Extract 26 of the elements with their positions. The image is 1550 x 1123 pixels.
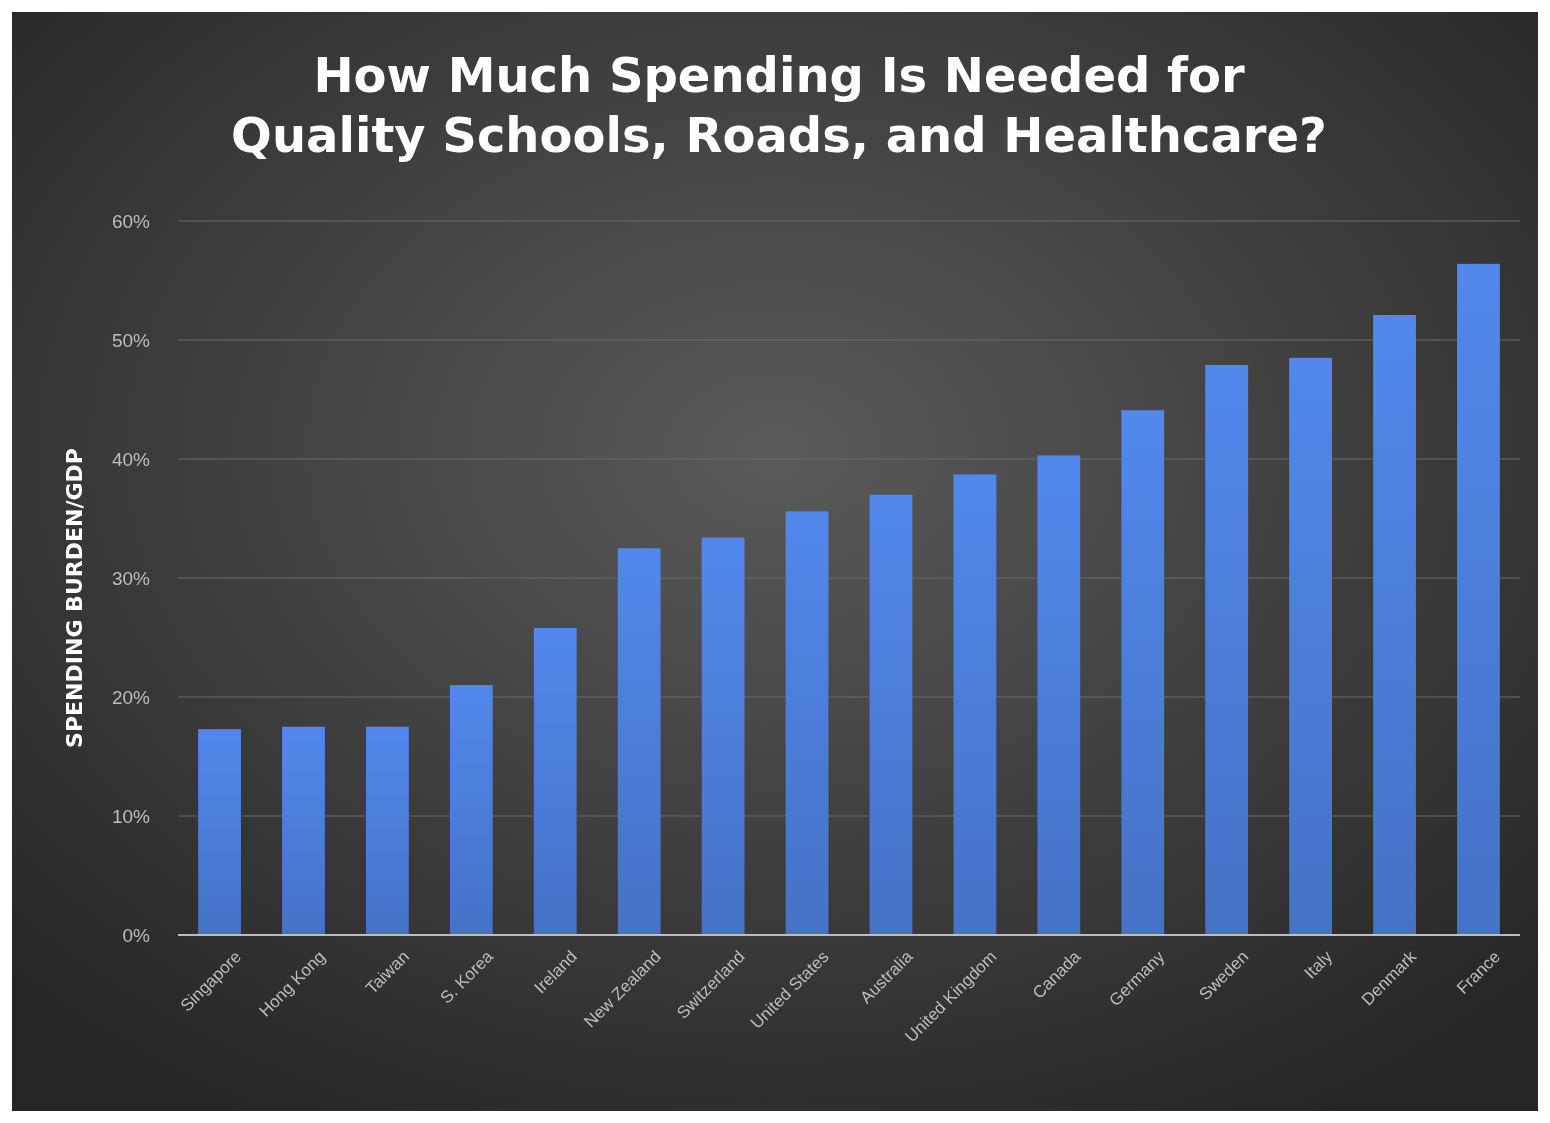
bar (1205, 364, 1249, 935)
bar (533, 627, 577, 935)
bar (1289, 357, 1332, 935)
bar (617, 548, 661, 935)
x-tick-label: Italy (1300, 946, 1337, 983)
y-tick-label: 30% (111, 567, 151, 589)
y-tick-label: 60% (111, 210, 151, 232)
chart-title: How Much Spending Is Needed for Quality Schools, Roads, and Healthcare? (231, 47, 1327, 163)
bar (953, 474, 997, 935)
y-tick-label: 20% (111, 686, 151, 708)
bar (282, 726, 325, 935)
y-tick-label: 10% (111, 805, 151, 827)
y-tick-label: 50% (111, 329, 151, 351)
bar (1373, 315, 1416, 935)
bar (701, 537, 745, 935)
bar (1457, 263, 1500, 935)
bar (1037, 455, 1081, 935)
bar (1121, 410, 1165, 935)
bar (869, 494, 913, 935)
bar (449, 685, 493, 935)
bar (198, 729, 241, 935)
y-tick-label: 0% (122, 924, 151, 946)
bar (366, 726, 409, 935)
y-axis-title: SPENDING BURDEN/GDP (62, 448, 87, 748)
bar (785, 511, 829, 935)
y-tick-label: 40% (111, 448, 151, 470)
